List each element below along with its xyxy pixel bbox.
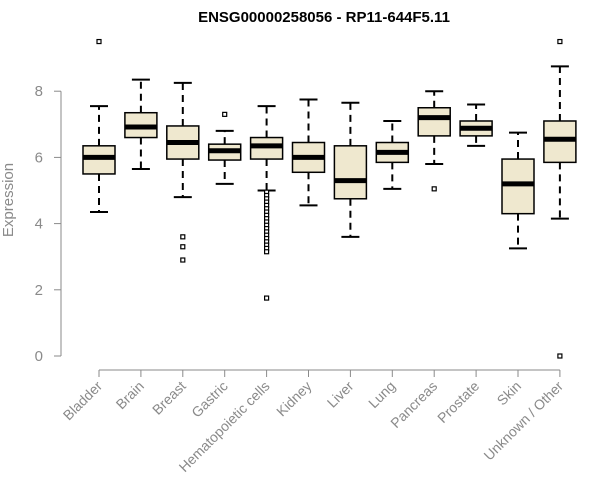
outlier-point	[557, 38, 563, 45]
box-bladder	[82, 38, 116, 214]
outlier-point	[264, 249, 270, 255]
x-tick-label: Skin	[494, 378, 525, 409]
outlier-point	[96, 38, 102, 45]
box-lung	[375, 119, 410, 190]
y-tick-label: 6	[35, 149, 43, 166]
y-tick-label: 0	[35, 348, 43, 365]
box-kidney	[291, 98, 326, 207]
chart-title: ENSG00000258056 - RP11-644F5.11	[198, 9, 450, 26]
y-axis-label: Expression	[0, 163, 17, 237]
outlier-point	[264, 295, 270, 301]
outlier-point	[180, 234, 186, 240]
y-tick-label: 8	[35, 83, 43, 100]
iqr-box	[417, 107, 451, 137]
box-liver	[333, 101, 368, 238]
box-hematopoietic-cells	[249, 105, 284, 301]
outlier-point	[180, 244, 186, 250]
outlier-point	[180, 257, 186, 263]
y-tick-label: 2	[35, 282, 43, 299]
box-skin	[501, 131, 535, 250]
x-tick-label: Liver	[324, 378, 357, 411]
x-tick-label: Pancreas	[387, 378, 440, 431]
y-tick-label: 4	[35, 216, 43, 233]
box-prostate	[459, 103, 493, 147]
box-series	[82, 38, 577, 359]
x-tick-label: Unknown / Other	[480, 378, 566, 464]
box-breast	[166, 81, 200, 263]
x-tick-label: Breast	[149, 378, 189, 418]
box-gastric	[207, 111, 242, 185]
outlier-point	[557, 353, 563, 359]
outlier-point	[222, 111, 228, 117]
x-tick-label: Kidney	[273, 378, 315, 420]
outlier-point	[431, 186, 437, 192]
iqr-box	[333, 145, 368, 200]
x-tick-label: Bladder	[60, 378, 106, 424]
box-pancreas	[417, 90, 451, 192]
x-tick-label: Lung	[365, 378, 398, 411]
y-axis: 0 2 4 6 8	[35, 83, 62, 365]
box-unknown-other	[543, 38, 577, 359]
box-brain	[124, 78, 158, 170]
x-tick-label: Prostate	[434, 378, 482, 426]
x-tick-label: Brain	[113, 378, 147, 412]
